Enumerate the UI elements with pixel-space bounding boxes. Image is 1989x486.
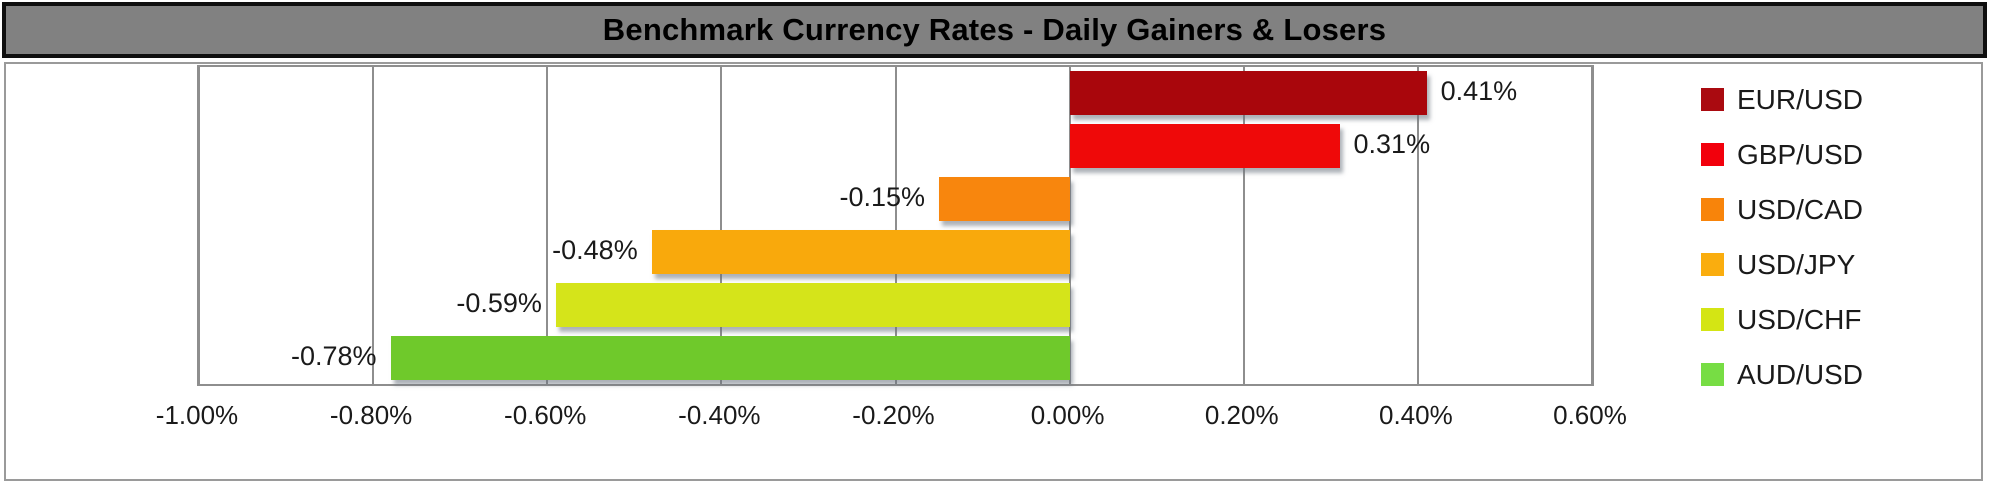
legend-swatch-icon [1701,363,1724,386]
chart-title: Benchmark Currency Rates - Daily Gainers… [602,12,1387,47]
x-axis-tick-label: 0.60% [1553,400,1627,430]
legend-label: AUD/USD [1737,358,1864,390]
chart-title-bar: Benchmark Currency Rates - Daily Gainers… [2,2,1987,58]
legend-swatch-icon [1701,198,1724,221]
gridline [1242,67,1245,384]
x-axis-tick-label: -0.60% [504,400,587,430]
legend-label: USD/CAD [1737,193,1864,225]
legend-item-usd-cad: USD/CAD [1701,182,1981,237]
gridline [372,67,375,384]
bar-aud-usd [390,335,1070,380]
legend: EUR/USD GBP/USD USD/CAD USD/JPY USD/CHF AUD/U… [1701,72,1981,402]
legend-item-usd-jpy: USD/JPY [1701,237,1981,292]
bar-data-label: -0.15% [839,182,926,213]
bar-data-label: -0.78% [290,340,377,371]
x-axis-tick-label: -0.20% [852,400,935,430]
gridline [894,67,897,384]
legend-swatch-icon [1701,253,1724,276]
bar-usd-chf [555,282,1070,327]
gridline [1416,67,1419,384]
legend-item-eur-usd: EUR/USD [1701,72,1981,127]
x-axis-tick-label: 0.20% [1204,400,1279,430]
legend-label: USD/JPY [1737,248,1856,280]
bar-data-label: 0.41% [1440,76,1518,107]
legend-swatch-icon [1701,88,1724,111]
x-axis-tick-label: -1.00% [155,400,239,430]
bar-data-label: -0.48% [552,234,638,265]
x-axis-tick-label: -0.80% [329,400,413,430]
bar-data-label: -0.59% [456,287,542,318]
bar-gbp-usd [1069,124,1340,169]
gridline [198,67,200,384]
legend-label: EUR/USD [1737,83,1864,115]
bar-data-label: 0.31% [1353,129,1431,160]
legend-label: USD/CHF [1737,303,1862,335]
x-axis: -1.00% -0.80% -0.60% -0.40% -0.20% 0.00% 0.20%… [0,400,1989,440]
legend-item-aud-usd: AUD/USD [1701,347,1981,402]
gridline [1591,67,1593,384]
legend-label: GBP/USD [1737,138,1864,170]
plot-area: 0.41% 0.31% -0.15% -0.48% -0.59% -0.78% [197,65,1594,386]
gridline [720,67,723,384]
legend-item-gbp-usd: GBP/USD [1701,127,1981,182]
legend-swatch-icon [1701,308,1724,331]
bar-eur-usd [1069,71,1427,116]
legend-swatch-icon [1701,143,1724,166]
x-axis-tick-label: -0.40% [678,400,761,430]
bar-usd-jpy [651,229,1070,274]
legend-item-usd-chf: USD/CHF [1701,292,1981,347]
x-axis-tick-label: 0.00% [1030,400,1105,430]
bar-usd-cad [939,177,1070,222]
gridline [1068,67,1071,384]
x-axis-tick-label: 0.40% [1379,400,1453,430]
gridline [546,67,549,384]
